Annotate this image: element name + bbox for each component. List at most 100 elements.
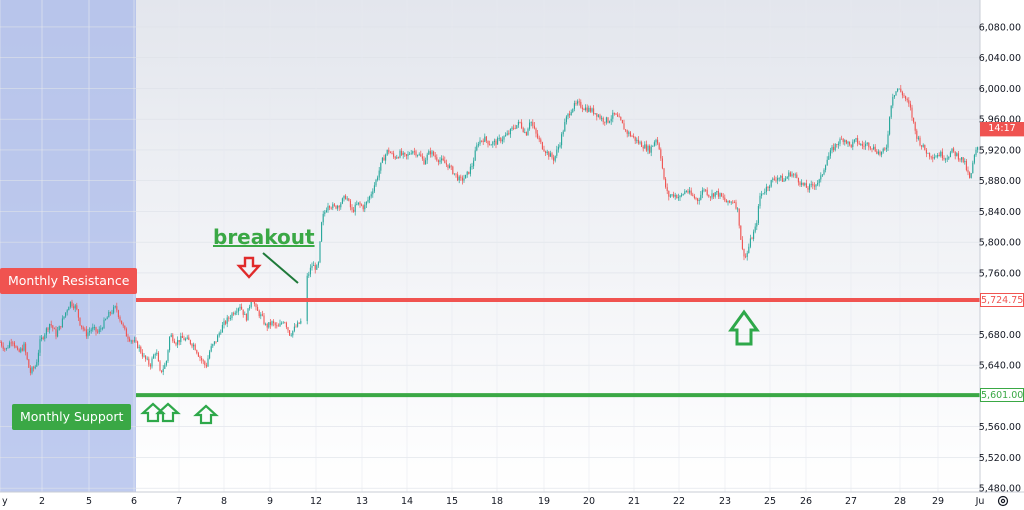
candle-body [650,146,652,153]
candle-body [567,113,569,117]
candle-body [722,196,724,198]
candle-body [479,140,481,145]
candle-body [657,139,659,144]
candle-body [383,157,385,161]
candle-body [685,191,687,192]
candle-body [773,178,775,180]
candle-body [153,355,155,359]
x-tick-label: 19 [538,496,550,507]
candle-body [439,160,441,163]
candle-body [805,183,807,188]
candle-body [389,152,391,154]
candle-body [145,355,147,359]
candle-body [562,131,564,135]
candle-body [621,120,623,124]
candle-body [690,190,692,195]
candle-body [737,208,739,210]
x-tick-label: 9 [267,496,273,507]
candle-body [695,197,697,199]
candle-body [772,178,774,180]
candle-body [543,149,545,152]
candle-body [441,158,443,161]
candle-body [613,112,615,114]
candle-body [130,340,132,342]
candle-body [284,322,286,324]
candle-body [817,182,819,185]
candle-body [977,147,979,150]
candle-body [887,134,889,148]
candle-body [537,133,539,138]
candle-body [193,344,195,347]
candle-body [426,154,428,161]
candle-body [175,343,177,345]
candle-body [580,101,582,108]
candle-body [751,238,753,240]
candle-body [47,328,49,330]
candle-body [98,329,100,333]
candle-body [841,138,843,140]
candle-body [404,152,406,155]
candle-body [813,185,815,187]
candle-body [572,108,574,113]
candle-body [186,337,188,339]
candle-body [1,342,3,346]
candle-body [228,317,230,319]
x-tick-label: 25 [764,496,776,507]
candle-body [687,191,689,193]
candle-body [242,309,244,315]
candle-body [959,159,961,161]
candle-body [741,239,743,249]
candle-body [548,151,550,157]
candle-body [50,324,52,326]
candle-body [119,316,121,321]
candle-body [82,327,84,330]
candle-body [183,337,185,341]
candle-body [644,144,646,149]
candle-body [103,319,105,329]
candle-body [834,144,836,151]
candle-body [940,151,942,157]
candle-body [970,173,972,178]
time-axis: y 2 5 6 7 8 9 12 13 14 15 18 19 20 21 22 23 25 26 27 28 29 Ju [2,496,984,507]
candle-body [385,154,387,161]
candle-body [26,352,28,360]
candle-body [626,130,628,134]
candle-body [124,325,126,329]
candle-body [780,175,782,178]
candle-body [97,331,99,333]
candle-body [658,143,660,150]
x-tick-label: Ju [975,496,985,507]
candle-body [961,157,963,160]
candle-body [41,337,43,340]
candle-body [340,203,342,208]
candle-body [113,307,115,313]
candle-body [2,345,4,349]
candle-body [132,340,134,342]
candle-body [287,327,289,331]
candle-body [801,182,803,185]
candle-body [28,359,30,368]
candle-body [364,204,366,210]
candle-body [15,346,17,348]
gear-icon[interactable] [996,494,1010,508]
candle-body [188,337,190,341]
y-tick-label: 5,760.00 [979,268,1021,279]
candle-body [583,109,585,111]
candle-body [468,171,470,174]
candle-body [641,142,643,147]
candle-body [191,343,193,347]
candle-body [876,151,878,154]
candle-body [449,165,451,168]
candle-body [812,184,814,186]
candle-body [7,347,9,349]
candle-body [4,348,6,350]
candle-body [745,256,747,258]
candle-body [645,144,647,151]
candle-body [21,348,23,351]
candle-body [146,358,148,360]
price-axis: 6,080.00 6,040.00 6,000.00 5,960.00 5,920.00… [979,22,1024,495]
y-tick-label: 5,480.00 [979,484,1021,495]
candle-body [863,145,865,147]
candle-body [39,339,41,353]
